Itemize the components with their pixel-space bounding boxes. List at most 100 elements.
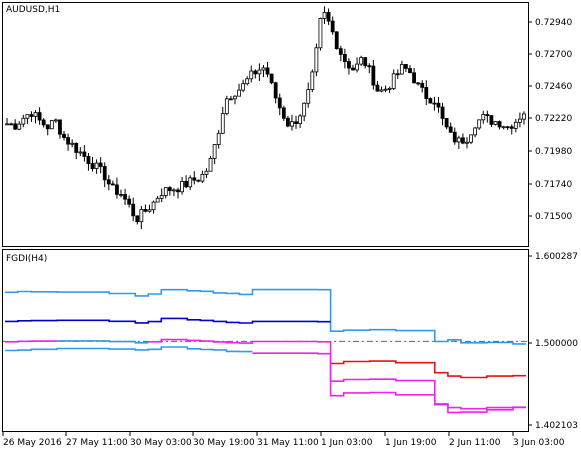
candle-body [70, 142, 75, 145]
candle-body [517, 118, 522, 123]
candle-body [334, 31, 339, 50]
candle-body [110, 183, 115, 186]
candle-body [285, 117, 290, 127]
candle-body [123, 194, 127, 200]
candle-body [318, 18, 323, 49]
candle-body [212, 144, 217, 159]
candle-body [196, 179, 201, 182]
candle-body [408, 68, 412, 74]
candle-body [269, 73, 274, 84]
candle-body [314, 47, 319, 73]
candle-body [391, 73, 396, 89]
candle-body [216, 132, 221, 145]
candle-body [139, 209, 144, 223]
candle-body [330, 20, 335, 33]
candle-body [322, 12, 327, 19]
candle-body [45, 124, 50, 130]
candle-body [456, 137, 461, 143]
lower-band-line-low [252, 352, 526, 414]
candle-body [180, 181, 184, 193]
candle-body [505, 126, 510, 129]
candle-body [5, 123, 9, 126]
symbol-label: AUDUSD,H1 [6, 5, 60, 15]
candle-body [338, 48, 343, 55]
candle-body [261, 67, 266, 71]
candle-body [204, 170, 209, 175]
time-label: 27 May 11:00 [66, 438, 128, 448]
candle-body [395, 73, 400, 76]
candle-body [359, 57, 364, 65]
candle-body [9, 123, 14, 126]
candle-body [13, 123, 18, 130]
candle-body [375, 84, 380, 92]
candle-body [220, 113, 225, 134]
candle-body [294, 121, 298, 125]
candle-body [241, 83, 246, 91]
candle-body [448, 126, 453, 133]
candle-body [224, 98, 229, 115]
candlestick-series [5, 6, 526, 230]
candle-body [383, 88, 388, 91]
candle-body [17, 123, 22, 130]
candle-body [416, 82, 421, 85]
candle-body [444, 118, 449, 128]
candle-body [522, 113, 526, 120]
time-label: 30 May 03:00 [130, 438, 192, 448]
candle-body [469, 134, 473, 143]
candle-body [485, 114, 490, 116]
time-label: 26 May 2016 [3, 438, 62, 448]
candle-body [245, 78, 250, 85]
signal-line-low [148, 338, 526, 410]
candle-body [265, 67, 270, 75]
candle-body [273, 82, 278, 99]
candle-body [399, 64, 404, 75]
candle-body [302, 102, 307, 117]
time-label: 3 Jun 03:00 [513, 438, 565, 448]
time-label: 1 Jun 03:00 [321, 438, 373, 448]
candle-body [428, 98, 433, 104]
time-label: 2 Jun 11:00 [449, 438, 501, 448]
candle-body [281, 107, 286, 119]
time-label: 31 May 11:00 [257, 438, 319, 448]
candle-body [509, 126, 514, 129]
candle-body [176, 189, 180, 193]
candle-body [188, 177, 193, 188]
candle-body [253, 70, 258, 75]
price-tick-label: 0.72460 [535, 82, 572, 92]
candle-body [29, 114, 34, 117]
price-pane-frame [2, 2, 529, 247]
candle-body [94, 162, 99, 169]
price-tick-label: 0.72700 [535, 50, 572, 60]
candle-body [192, 177, 197, 181]
candle-body [200, 173, 205, 182]
candle-body [159, 195, 164, 199]
candle-body [106, 179, 111, 185]
candle-body [363, 57, 368, 67]
candle-body [143, 209, 148, 212]
signal-line [5, 340, 58, 343]
candle-body [493, 121, 498, 125]
candle-body [465, 141, 469, 144]
candle-body [420, 82, 425, 88]
candle-body [326, 12, 331, 22]
candle-body [78, 151, 83, 154]
candle-body [277, 97, 282, 109]
candle-body [131, 203, 136, 217]
candle-body [208, 158, 213, 172]
candle-body [233, 95, 237, 100]
candle-body [66, 137, 70, 145]
candle-body [155, 197, 160, 203]
indicator-tick-label: 1.500000 [535, 339, 578, 349]
candle-body [229, 98, 233, 101]
candle-body [127, 198, 132, 205]
candle-body [290, 121, 294, 127]
candle-body [347, 61, 351, 69]
candle-body [49, 120, 54, 130]
candle-body [440, 106, 445, 119]
candle-body [371, 65, 376, 86]
candle-body [53, 119, 58, 122]
candle-body [436, 102, 441, 108]
indicator-axis: 1.600287 1.500000 1.402103 [528, 252, 578, 431]
